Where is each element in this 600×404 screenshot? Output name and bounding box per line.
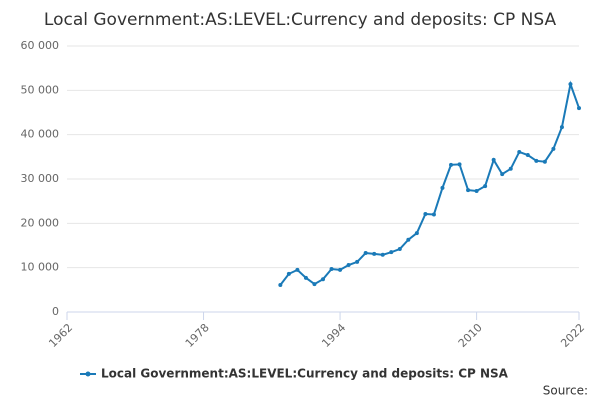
point <box>466 188 471 193</box>
point <box>355 259 360 264</box>
point <box>508 166 513 171</box>
point <box>525 153 530 158</box>
y-tick-label: 50 000 <box>21 83 60 96</box>
x-tick-label: 1978 <box>183 321 212 350</box>
chart-title: Local Government:AS:LEVEL:Currency and d… <box>44 10 557 30</box>
point <box>559 125 564 130</box>
point <box>338 267 343 272</box>
point <box>414 231 419 236</box>
x-tick-label: 1994 <box>319 321 348 350</box>
point <box>329 266 334 271</box>
legend-label: Local Government:AS:LEVEL:Currency and d… <box>101 367 509 381</box>
y-tick-label: 20 000 <box>21 216 60 229</box>
point <box>380 252 385 257</box>
point <box>278 282 283 287</box>
y-tick-label: 0 <box>52 305 59 318</box>
point <box>397 247 402 252</box>
point <box>406 237 411 242</box>
point <box>389 250 394 255</box>
y-tick-label: 40 000 <box>21 128 60 141</box>
point <box>431 212 436 217</box>
point <box>474 188 479 193</box>
point <box>372 251 377 256</box>
y-tick-label: 10 000 <box>21 261 60 274</box>
point <box>286 271 291 276</box>
x-tick-label: 1962 <box>46 321 75 350</box>
source: Source: <box>543 384 588 398</box>
point <box>517 149 522 154</box>
point <box>568 82 573 87</box>
legend-marker <box>85 371 91 377</box>
point <box>440 185 445 190</box>
x-tick-label: 2010 <box>456 321 485 350</box>
point <box>295 267 300 272</box>
point <box>363 251 368 256</box>
point <box>577 106 581 111</box>
point <box>321 277 325 282</box>
x-tick-label: 2022 <box>558 321 587 350</box>
point <box>423 212 428 217</box>
point <box>500 172 505 177</box>
point <box>449 162 453 167</box>
point <box>346 263 351 268</box>
point <box>303 275 308 280</box>
point <box>312 282 317 287</box>
point <box>483 184 488 189</box>
point <box>457 162 462 167</box>
line <box>279 80 580 286</box>
point <box>551 146 556 151</box>
point <box>534 158 539 163</box>
y-tick-label: 60 000 <box>21 39 60 52</box>
point <box>491 157 496 162</box>
y-tick-label: 30 000 <box>21 172 60 185</box>
point <box>542 159 547 164</box>
